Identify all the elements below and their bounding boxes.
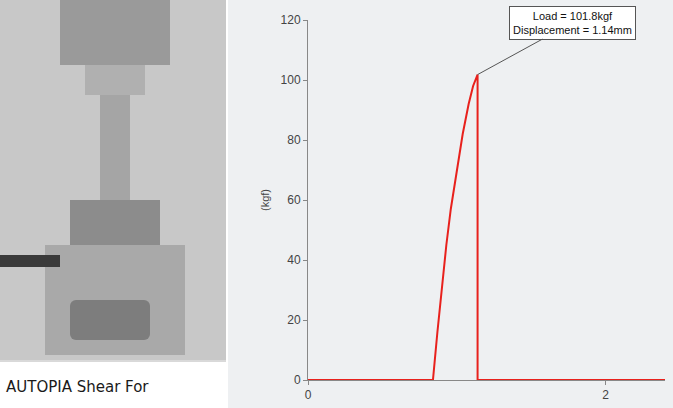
svg-text:80: 80 — [287, 133, 301, 147]
svg-text:0: 0 — [294, 373, 301, 387]
svg-text:40: 40 — [287, 253, 301, 267]
svg-text:Load = 101.8kgfDisplacement =: Load = 101.8kgfDisplacement = 1.14mm — [513, 10, 632, 36]
svg-text:120: 120 — [281, 13, 301, 27]
svg-text:AUTOPIA Shear For: AUTOPIA Shear For — [6, 378, 149, 396]
svg-text:20: 20 — [287, 313, 301, 327]
svg-text:60: 60 — [287, 193, 301, 207]
svg-text:0: 0 — [305, 388, 312, 402]
svg-text:(kgf): (kgf) — [259, 189, 271, 211]
svg-text:2: 2 — [602, 388, 609, 402]
svg-text:100: 100 — [281, 73, 301, 87]
